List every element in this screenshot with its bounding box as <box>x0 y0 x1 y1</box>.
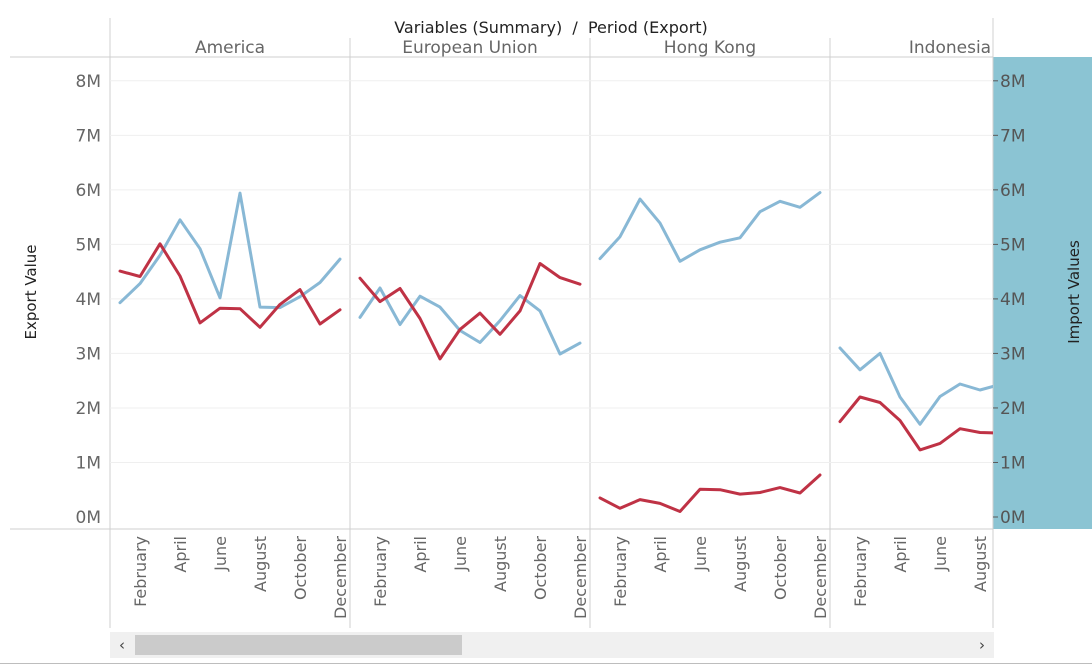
x-tick-label: February <box>371 536 390 607</box>
x-tick-label: February <box>131 536 150 607</box>
y-tick-label-right: 4M <box>1000 290 1025 310</box>
y-tick-label-right: 0M <box>1000 508 1025 528</box>
chart-title: Variables (Summary) / Period (Export) <box>394 18 708 37</box>
import-line-hong-kong[interactable] <box>598 473 822 513</box>
horizontal-scrollbar[interactable]: ‹ › <box>110 632 994 658</box>
x-tick-label: October <box>531 536 550 600</box>
x-tick-label: October <box>1011 536 1030 600</box>
x-tick-label: February <box>851 536 870 607</box>
y-tick-label-left: 6M <box>76 181 101 201</box>
panel-header-european-union: European Union <box>402 38 538 58</box>
x-tick-label: December <box>331 536 350 619</box>
right-axis-band <box>993 57 1092 529</box>
x-tick-label: June <box>691 536 710 572</box>
bottom-divider <box>0 663 1092 664</box>
x-tick-label: December <box>1051 536 1070 619</box>
x-tick-label: August <box>491 536 510 592</box>
export-line-indonesia[interactable] <box>838 346 1000 426</box>
y-tick-label-left: 5M <box>76 235 101 255</box>
y-tick-label-left: 7M <box>76 126 101 146</box>
x-tick-label: August <box>971 536 990 592</box>
x-tick-label: April <box>891 536 910 573</box>
scroll-right-arrow-icon[interactable]: › <box>979 636 985 654</box>
y-tick-label-left: 3M <box>76 344 101 364</box>
scroll-left-arrow-icon[interactable]: ‹ <box>119 636 125 654</box>
y-tick-label-right: 2M <box>1000 399 1025 419</box>
x-tick-label: April <box>651 536 670 573</box>
panel-header-america: America <box>195 38 265 58</box>
x-tick-label: February <box>611 536 630 607</box>
y-tick-label-right: 5M <box>1000 235 1025 255</box>
x-tick-label: June <box>211 536 230 572</box>
panel-header-hong-kong: Hong Kong <box>664 38 756 58</box>
x-tick-label: April <box>171 536 190 573</box>
x-tick-label: December <box>811 536 830 619</box>
x-tick-label: December <box>571 536 590 619</box>
y-tick-label-right: 6M <box>1000 181 1025 201</box>
y-tick-label-left: 4M <box>76 290 101 310</box>
y-axis-title-right: Import Values <box>1065 240 1083 344</box>
y-tick-label-left: 1M <box>76 453 101 473</box>
x-tick-label: June <box>931 536 950 572</box>
import-line-indonesia[interactable] <box>838 395 1000 452</box>
x-tick-label: August <box>731 536 750 592</box>
x-tick-label: August <box>251 536 270 592</box>
y-tick-label-left: 8M <box>76 72 101 92</box>
y-axis-title-left: Export Value <box>22 244 40 339</box>
y-tick-label-right: 3M <box>1000 344 1025 364</box>
export-line-hong-kong[interactable] <box>598 191 822 263</box>
panel-header-indonesia: Indonesia <box>909 38 991 58</box>
x-tick-label: October <box>771 536 790 600</box>
y-tick-label-right: 7M <box>1000 126 1025 146</box>
scroll-thumb[interactable] <box>135 635 462 655</box>
y-tick-label-left: 2M <box>76 399 101 419</box>
y-tick-label-left: 0M <box>76 508 101 528</box>
x-tick-label: June <box>451 536 470 572</box>
y-tick-label-right: 8M <box>1000 72 1025 92</box>
export-line-america[interactable] <box>118 191 342 310</box>
y-tick-label-right: 1M <box>1000 453 1025 473</box>
export-line-european-union[interactable] <box>358 286 582 356</box>
import-line-america[interactable] <box>118 242 342 329</box>
import-line-european-union[interactable] <box>358 262 582 361</box>
x-tick-label: April <box>411 536 430 573</box>
x-tick-label: October <box>291 536 310 600</box>
